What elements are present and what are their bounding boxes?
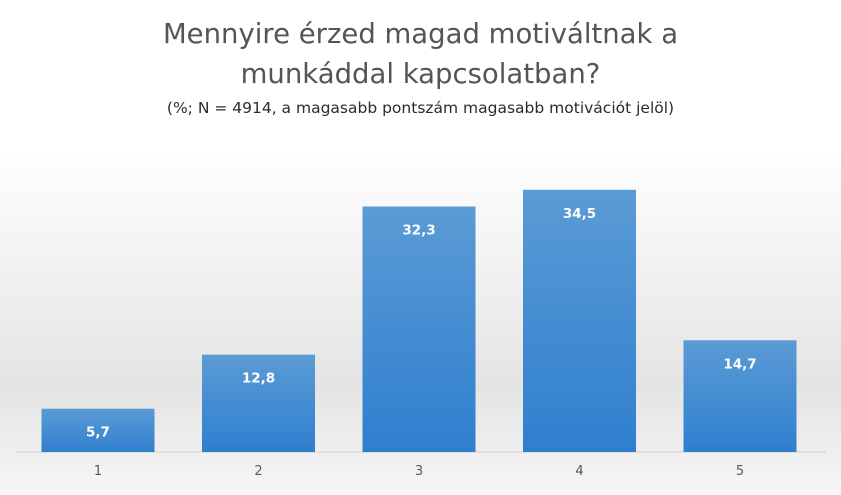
title-block: Mennyire érzed magad motiváltnak a munká… [0, 14, 841, 119]
bar-2 [202, 354, 315, 452]
data-label-4: 34,5 [563, 206, 596, 222]
bar-5 [683, 340, 797, 452]
x-tick-labels-group: 1 2 3 4 5 [94, 464, 744, 479]
bar-3 [362, 206, 476, 452]
x-tick-label-4: 4 [575, 464, 583, 479]
x-tick-label-1: 1 [94, 464, 102, 479]
chart-subtitle: (%; N = 4914, a magasabb pontszám magasa… [166, 99, 675, 117]
x-tick-label-5: 5 [736, 464, 744, 479]
chart-title-line-2: munkáddal kapcsolatban? [240, 58, 601, 90]
data-label-3: 32,3 [402, 223, 435, 239]
x-tick-label-2: 2 [254, 464, 262, 479]
bars-group [41, 189, 797, 453]
data-label-1: 5,7 [86, 425, 110, 441]
data-label-5: 14,7 [723, 356, 756, 372]
data-label-2: 12,8 [242, 371, 275, 387]
x-tick-label-3: 3 [415, 464, 423, 479]
data-labels-group: 5,7 12,8 32,3 34,5 14,7 [86, 206, 757, 441]
chart-title-line-1: Mennyire érzed magad motiváltnak a [162, 18, 679, 50]
bar-4 [523, 189, 636, 453]
bar-1 [41, 408, 155, 452]
